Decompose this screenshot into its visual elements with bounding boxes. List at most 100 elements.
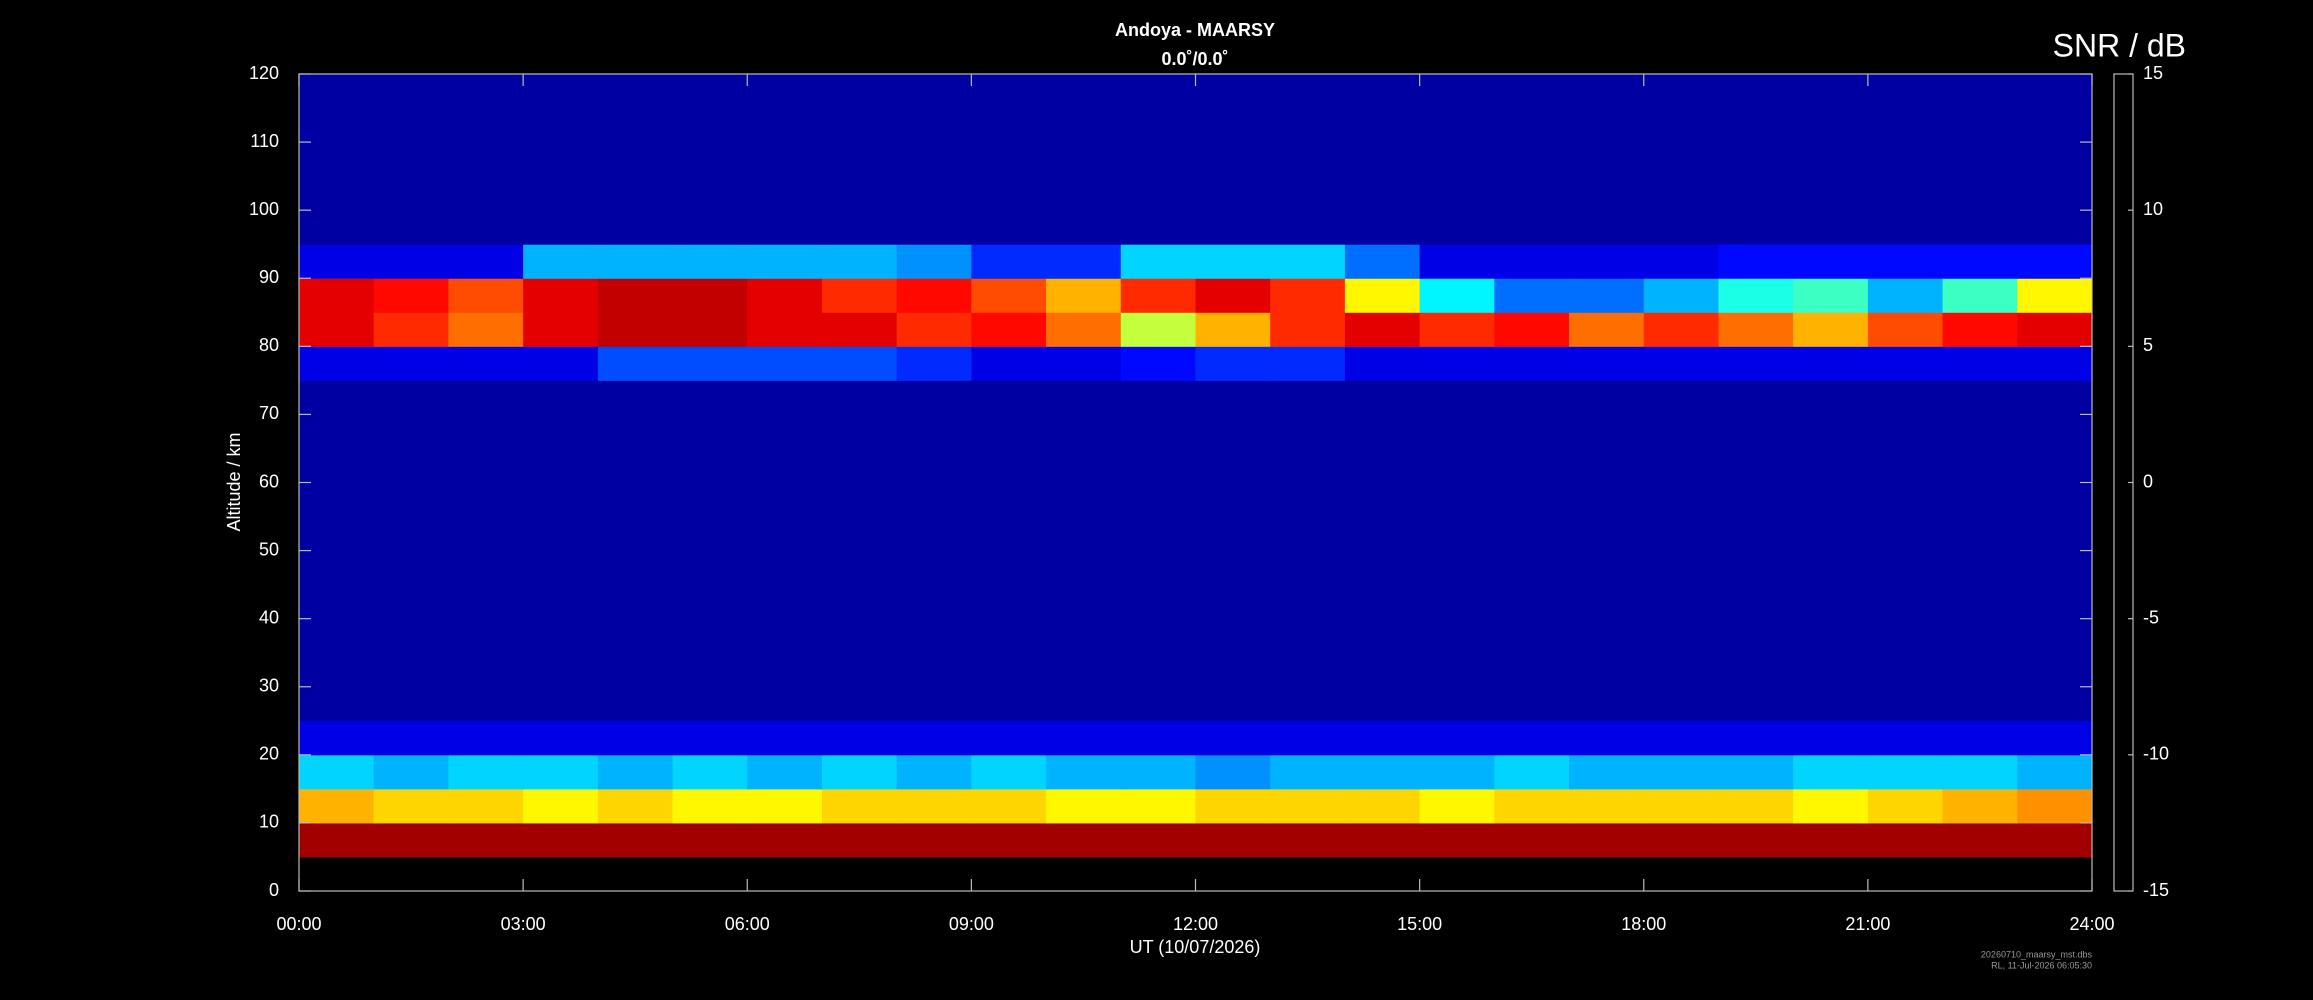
heatmap-cell [971,720,1047,756]
heatmap-cell [1643,210,1719,245]
x-tick-label: 15:00 [1397,914,1442,934]
heatmap-cell [1419,210,1495,245]
heatmap-cell [2017,584,2093,620]
heatmap-cell [1793,482,1869,518]
heatmap-cell [971,380,1047,415]
heatmap-cell [971,652,1047,688]
heatmap-cell [1046,414,1122,449]
heatmap-cell [971,244,1047,279]
heatmap-cell [821,516,898,552]
heatmap-cell [1195,754,1271,790]
heatmap-cell [597,754,674,790]
heatmap-cell [448,686,524,722]
heatmap-cell [896,176,972,211]
heatmap-cell [373,142,449,177]
heatmap-cell [299,652,375,688]
y-tick-label: 40 [259,607,279,627]
heatmap-cell [747,414,823,449]
heatmap-cell [1942,176,2018,211]
heatmap-cell [1419,414,1495,449]
heatmap-cell [1120,754,1196,790]
heatmap-cell [896,686,972,722]
heatmap-cell [523,652,599,688]
heatmap-cell [1120,720,1196,756]
heatmap-cell [299,822,375,858]
heatmap-cell [299,516,375,552]
heatmap-cell [896,312,972,347]
heatmap-cell [1195,380,1271,415]
heatmap-cell [373,754,449,790]
heatmap-cell [373,108,449,143]
heatmap-cell [1195,244,1271,279]
heatmap-cell [1793,74,1869,109]
heatmap-cell [1046,482,1122,518]
heatmap-cell [299,720,375,756]
heatmap-cell [1643,176,1719,211]
heatmap-cell [896,74,972,109]
heatmap-cell [1419,584,1495,620]
heatmap-cell [747,584,823,620]
heatmap-cell [1195,278,1271,313]
heatmap-cell [1718,584,1794,620]
heatmap-cell [1643,244,1719,279]
heatmap-cell [523,754,599,790]
heatmap-cell [747,210,823,245]
heatmap-cell [1344,448,1421,483]
heatmap-cell [1569,788,1645,824]
heatmap-cell [2017,108,2093,143]
heatmap-cell [1270,720,1346,756]
heatmap-cell [1494,176,1570,211]
heatmap-cell [597,176,674,211]
heatmap-cell [1718,210,1794,245]
heatmap-cell [2017,482,2093,518]
heatmap-cell [1643,584,1719,620]
heatmap-cell [747,482,823,518]
heatmap-cell [1718,482,1794,518]
heatmap-cell [448,278,524,313]
heatmap-cell [1867,380,1944,415]
heatmap-cell [1867,74,1944,109]
heatmap-cell [1867,176,1944,211]
heatmap-cell [1195,618,1271,654]
heatmap-cell [299,448,375,483]
heatmap-cell [1270,822,1346,858]
heatmap-cell [1046,176,1122,211]
heatmap-cell [821,550,898,586]
heatmap-cell [672,754,748,790]
heatmap-cell [821,788,898,824]
heatmap-cell [672,108,748,143]
heatmap-cell [672,652,748,688]
heatmap-cell [971,210,1047,245]
heatmap-cell [1942,278,2018,313]
heatmap-cell [971,74,1047,109]
heatmap-cell [1718,550,1794,586]
heatmap-cell [1718,754,1794,790]
heatmap-cell [1120,244,1196,279]
heatmap-cell [523,720,599,756]
heatmap-cell [1867,312,1944,347]
heatmap-cell [1494,210,1570,245]
heatmap-cell [448,448,524,483]
heatmap-cell [2017,346,2093,381]
heatmap-cell [896,652,972,688]
heatmap-cell [448,652,524,688]
heatmap-cell [1793,176,1869,211]
heatmap-cell [1120,74,1196,109]
heatmap-cell [1569,74,1645,109]
heatmap-cell [971,788,1047,824]
heatmap-cell [1643,788,1719,824]
heatmap-cell [896,788,972,824]
heatmap-cell [821,142,898,177]
heatmap-cell [1046,380,1122,415]
heatmap-cell [523,448,599,483]
heatmap-cell [1344,686,1421,722]
heatmap-cell [1494,278,1570,313]
heatmap-cell [821,584,898,620]
heatmap-cell [821,312,898,347]
heatmap-cell [448,822,524,858]
heatmap-cell [1419,686,1495,722]
chart-title: Andoya - MAARSY [1115,20,1275,40]
heatmap-cell [1195,210,1271,245]
heatmap-cell [896,142,972,177]
heatmap-cell [821,346,898,381]
